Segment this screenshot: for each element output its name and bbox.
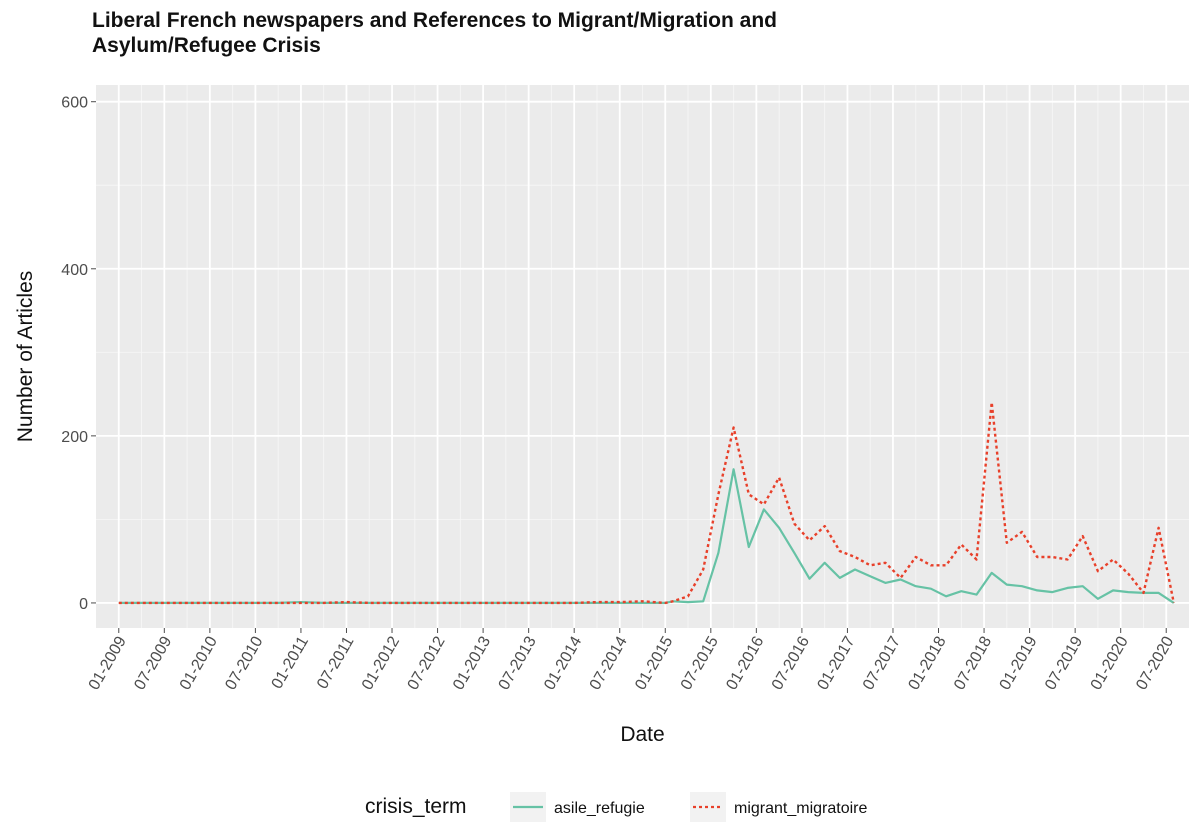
x-axis: 01-2009 07-2009 01-2010 07-2010 01-2011 07-20… [86, 628, 1177, 693]
x-tick-label: 07-2016 [769, 634, 813, 693]
legend-label: migrant_migratoire [734, 800, 867, 817]
x-tick-label: 01-2018 [906, 634, 950, 693]
x-tick-label: 07-2020 [1133, 634, 1177, 693]
x-tick-label: 07-2010 [222, 634, 266, 693]
x-tick-label: 01-2017 [814, 634, 858, 693]
y-tick-label: 400 [61, 262, 88, 279]
y-tick-label: 0 [79, 596, 88, 613]
x-tick-label: 01-2015 [632, 634, 676, 693]
chart-title-line-2: Asylum/Refugee Crisis [92, 34, 321, 57]
x-tick-label: 01-2011 [269, 634, 313, 692]
y-tick-label: 200 [61, 429, 88, 446]
legend-item-migrant-migratoire: migrant_migratoire [690, 792, 867, 822]
x-tick-label: 07-2012 [405, 634, 449, 693]
y-axis: 0 200 400 600 [61, 95, 96, 613]
x-tick-label: 01-2013 [450, 634, 494, 693]
x-tick-label: 07-2015 [678, 634, 722, 693]
legend-items: asile_refugie migrant_migratoire [510, 792, 867, 822]
y-tick-label: 600 [61, 95, 88, 112]
x-tick-label: 01-2019 [997, 634, 1041, 693]
x-tick-label: 07-2019 [1042, 634, 1086, 693]
x-tick-label: 07-2009 [131, 634, 175, 693]
x-tick-label: 01-2020 [1088, 634, 1132, 693]
x-tick-label: 07-2018 [951, 634, 995, 693]
legend-title: crisis_term [365, 795, 467, 818]
series-layer [118, 401, 1175, 605]
legend-label: asile_refugie [554, 800, 645, 817]
x-tick-label: 01-2009 [86, 634, 130, 693]
x-tick-label: 01-2014 [541, 634, 585, 693]
x-tick-label: 07-2013 [496, 634, 540, 693]
major-gridlines [96, 85, 1189, 628]
chart-title: Liberal French newspapers and References… [92, 8, 1092, 58]
x-tick-label: 01-2016 [723, 634, 767, 693]
x-tick-label: 07-2011 [314, 634, 358, 692]
series-line-asile-refugie [118, 468, 1175, 604]
y-axis-title: Number of Articles [14, 271, 37, 443]
series-line-migrant-migratoire [118, 401, 1175, 605]
x-tick-label: 01-2012 [359, 634, 403, 693]
x-tick-label: 07-2017 [860, 634, 904, 693]
chart-title-line-1: Liberal French newspapers and References… [92, 9, 777, 32]
legend: crisis_term asile_refugie migrant_migrato… [365, 792, 867, 822]
x-tick-label: 01-2010 [177, 634, 221, 693]
minor-gridlines [96, 85, 1189, 628]
legend-item-asile-refugie: asile_refugie [510, 792, 645, 822]
x-tick-label: 07-2014 [587, 634, 631, 693]
x-axis-title: Date [620, 723, 664, 746]
